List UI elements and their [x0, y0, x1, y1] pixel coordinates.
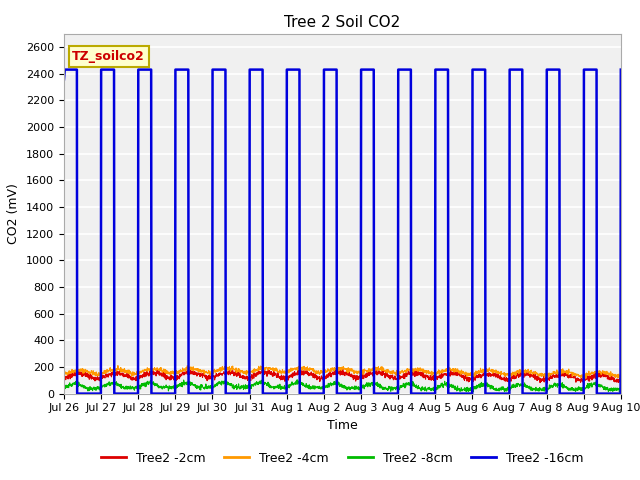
Tree2 -4cm [216, 365, 223, 371]
Tree2 -16cm [359, 67, 367, 72]
Tree2 -8cm [584, 381, 591, 386]
Tree2 -4cm [504, 371, 512, 377]
Y-axis label: CO2 (mV): CO2 (mV) [8, 183, 20, 244]
Tree2 -2cm [617, 378, 625, 384]
Tree2 -4cm [568, 369, 575, 375]
Tree2 -8cm [60, 385, 68, 391]
Line: Tree2 -16cm: Tree2 -16cm [64, 70, 621, 394]
Tree2 -16cm [584, 67, 591, 72]
Text: TZ_soilco2: TZ_soilco2 [72, 50, 145, 63]
Line: Tree2 -4cm: Tree2 -4cm [64, 366, 621, 378]
X-axis label: Time: Time [327, 419, 358, 432]
Tree2 -8cm [359, 385, 367, 391]
Tree2 -8cm [617, 385, 625, 391]
Tree2 -2cm [216, 370, 223, 376]
Tree2 -4cm [114, 363, 122, 369]
Tree2 -4cm [60, 371, 68, 377]
Tree2 -8cm [505, 386, 513, 392]
Tree2 -2cm [543, 381, 551, 386]
Tree2 -4cm [359, 368, 367, 374]
Tree2 -2cm [568, 374, 576, 380]
Tree2 -16cm [568, 391, 576, 396]
Tree2 -8cm [371, 382, 379, 387]
Tree2 -8cm [568, 386, 576, 392]
Tree2 -16cm [216, 67, 223, 72]
Tree2 -8cm [468, 389, 476, 395]
Tree2 -2cm [225, 366, 233, 372]
Tree2 -4cm [582, 375, 590, 381]
Tree2 -8cm [293, 377, 301, 383]
Tree2 -16cm [60, 76, 68, 82]
Tree2 -16cm [617, 67, 625, 72]
Line: Tree2 -8cm: Tree2 -8cm [64, 380, 621, 392]
Tree2 -8cm [216, 380, 223, 385]
Tree2 -16cm [61, 67, 68, 72]
Tree2 -2cm [371, 367, 379, 373]
Tree2 -4cm [584, 371, 591, 376]
Tree2 -16cm [74, 391, 81, 396]
Line: Tree2 -2cm: Tree2 -2cm [64, 369, 621, 384]
Tree2 -2cm [584, 375, 591, 381]
Tree2 -4cm [371, 366, 379, 372]
Title: Tree 2 Soil CO2: Tree 2 Soil CO2 [284, 15, 401, 30]
Tree2 -4cm [617, 373, 625, 379]
Tree2 -2cm [60, 378, 68, 384]
Tree2 -16cm [505, 391, 513, 396]
Tree2 -16cm [371, 391, 379, 396]
Tree2 -2cm [359, 373, 367, 379]
Legend: Tree2 -2cm, Tree2 -4cm, Tree2 -8cm, Tree2 -16cm: Tree2 -2cm, Tree2 -4cm, Tree2 -8cm, Tree… [96, 447, 589, 469]
Tree2 -2cm [504, 377, 512, 383]
